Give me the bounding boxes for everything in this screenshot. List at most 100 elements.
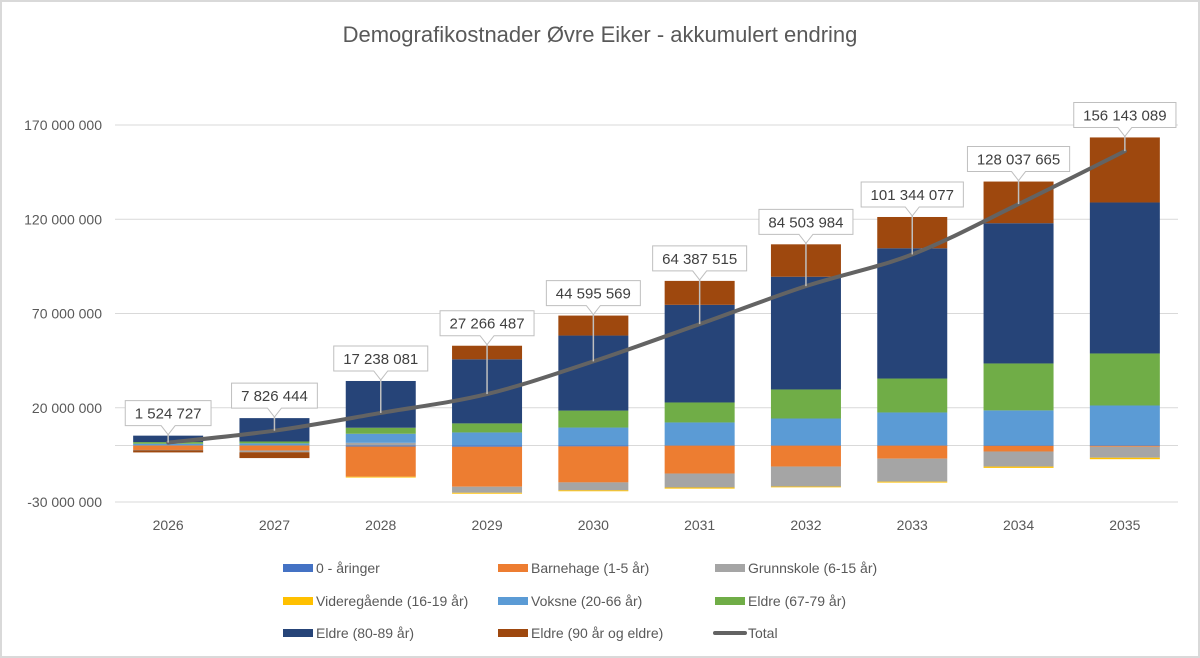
- bar-segment-voksne-20-66-r: [1089, 405, 1160, 446]
- bar-segment-eldre-67-79-r: [877, 378, 948, 413]
- bar-segment-videreg-ende-16-19-r: [983, 466, 1054, 468]
- legend-swatch: [283, 597, 313, 605]
- bar-segment-videreg-ende-16-19-r: [877, 481, 948, 483]
- y-tick-label: -30 000 000: [27, 494, 102, 510]
- legend-item-total: Total: [713, 625, 778, 641]
- data-label-text: 101 344 077: [871, 187, 954, 204]
- legend-item-eldre-67-79-r: Eldre (67-79 år): [715, 593, 846, 609]
- bar-segment-eldre-67-79-r: [770, 389, 841, 419]
- bar-segment-voksne-20-66-r: [452, 432, 523, 446]
- bar-segment-videreg-ende-16-19-r: [664, 487, 735, 489]
- data-label-text: 84 503 984: [768, 214, 843, 231]
- data-labels: 1 524 727 7 826 444 17 238 081 27 266 487 44…: [124, 101, 1177, 443]
- data-label-2028: 17 238 081: [333, 345, 429, 413]
- callout-box: [231, 382, 318, 418]
- bar-stack-2030: [558, 315, 629, 492]
- data-label-text: 17 238 081: [343, 351, 418, 368]
- legend-label: Voksne (20-66 år): [531, 593, 642, 609]
- callout-box: [333, 345, 429, 381]
- legend-label: Eldre (90 år og eldre): [531, 625, 663, 641]
- legend-item-eldre-80-89-r: Eldre (80-89 år): [283, 625, 414, 641]
- bar-segment-barnehage-1-5-r: [770, 445, 841, 467]
- x-tick-label: 2034: [1003, 517, 1034, 533]
- x-tick-label: 2033: [897, 517, 928, 533]
- legend-swatch: [498, 597, 528, 605]
- bar-segment-barnehage-1-5-r: [1089, 445, 1160, 447]
- bar-segment-eldre-80-89-r: [877, 248, 948, 379]
- y-tick-label: 170 000 000: [24, 117, 102, 133]
- bars: [133, 137, 1160, 494]
- bar-segment-eldre-80-89-r: [1089, 202, 1160, 354]
- bar-segment-videreg-ende-16-19-r: [558, 490, 629, 492]
- legend-swatch: [498, 629, 528, 637]
- bar-segment-0-ringer: [452, 445, 523, 447]
- chart-title: Demografikostnader Øvre Eiker - akkumule…: [343, 22, 858, 47]
- y-axis: -30 000 000 20 000 000 70 000 000 120 000 0…: [24, 117, 102, 510]
- data-label-2032: 84 503 984: [758, 208, 854, 287]
- bar-segment-videreg-ende-16-19-r: [452, 492, 523, 494]
- legend-label: Barnehage (1-5 år): [531, 560, 649, 576]
- bar-segment-grunnskole-6-15-r: [770, 466, 841, 487]
- bar-segment-videreg-ende-16-19-r: [1089, 457, 1160, 460]
- data-label-2026: 1 524 727: [124, 400, 212, 443]
- data-label-text: 128 037 665: [977, 152, 1060, 169]
- bar-segment-videreg-ende-16-19-r: [770, 486, 841, 488]
- bar-segment-eldre-90-r-og-eldre: [239, 452, 310, 459]
- data-label-2027: 7 826 444: [231, 382, 318, 431]
- legend-label: Total: [748, 625, 778, 641]
- bar-segment-grunnskole-6-15-r: [452, 486, 523, 493]
- data-label-2030: 44 595 569: [545, 280, 641, 362]
- x-axis: 2026 2027 2028 2029 2030 2031 2032 2033 2034 2035: [153, 517, 1141, 533]
- bar-segment-eldre-67-79-r: [983, 363, 1054, 411]
- x-tick-label: 2031: [684, 517, 715, 533]
- data-label-text: 27 266 487: [450, 316, 525, 333]
- legend-swatch: [715, 564, 745, 572]
- legend-label: Eldre (80-89 år): [316, 625, 414, 641]
- bar-segment-barnehage-1-5-r: [452, 446, 523, 487]
- callout-box: [545, 280, 641, 316]
- x-tick-label: 2027: [259, 517, 290, 533]
- total-line-path: [166, 149, 1127, 445]
- bar-segment-barnehage-1-5-r: [239, 445, 310, 451]
- callout-box: [860, 181, 964, 217]
- bar-segment-voksne-20-66-r: [877, 412, 948, 446]
- callout-box: [1073, 101, 1177, 138]
- data-label-text: 156 143 089: [1083, 107, 1166, 124]
- x-tick-label: 2026: [153, 517, 184, 533]
- bar-segment-barnehage-1-5-r: [664, 445, 735, 474]
- bar-segment-grunnskole-6-15-r: [558, 482, 629, 491]
- x-tick-label: 2029: [471, 517, 502, 533]
- bar-segment-eldre-67-79-r: [452, 423, 523, 433]
- legend-item-voksne-20-66-r: Voksne (20-66 år): [498, 593, 642, 609]
- legend-swatch: [498, 564, 528, 572]
- legend-item-eldre-90-r-og-eldre: Eldre (90 år og eldre): [498, 625, 663, 641]
- bar-segment-eldre-67-79-r: [1089, 353, 1160, 406]
- bar-segment-grunnskole-6-15-r: [877, 458, 948, 482]
- legend-swatch: [283, 629, 313, 637]
- bar-stack-2035: [1089, 137, 1160, 460]
- legend-swatch: [283, 564, 313, 572]
- bar-segment-0-ringer: [558, 445, 629, 447]
- callout-box: [439, 310, 535, 346]
- legend-label: Grunnskole (6-15 år): [748, 560, 877, 576]
- data-label-text: 7 826 444: [241, 388, 308, 405]
- bar-segment-barnehage-1-5-r: [345, 446, 416, 477]
- bar-stack-2032: [770, 244, 841, 488]
- legend-label: 0 - åringer: [316, 560, 380, 576]
- bar-segment-eldre-67-79-r: [664, 402, 735, 423]
- bar-segment-0-ringer: [345, 445, 416, 447]
- bar-segment-grunnskole-6-15-r: [983, 451, 1054, 467]
- bar-segment-grunnskole-6-15-r: [1089, 446, 1160, 458]
- bar-segment-eldre-67-79-r: [558, 410, 629, 428]
- data-label-2031: 64 387 515: [652, 245, 748, 325]
- bar-segment-eldre-67-79-r: [239, 441, 310, 444]
- bar-segment-videreg-ende-16-19-r: [345, 476, 416, 478]
- data-label-2034: 128 037 665: [966, 146, 1071, 205]
- legend-label: Eldre (67-79 år): [748, 593, 846, 609]
- y-tick-label: 120 000 000: [24, 211, 102, 227]
- callout-box: [966, 146, 1071, 182]
- bar-segment-grunnskole-6-15-r: [239, 450, 310, 453]
- bar-stack-2031: [664, 280, 735, 489]
- data-label-2033: 101 344 077: [860, 181, 964, 255]
